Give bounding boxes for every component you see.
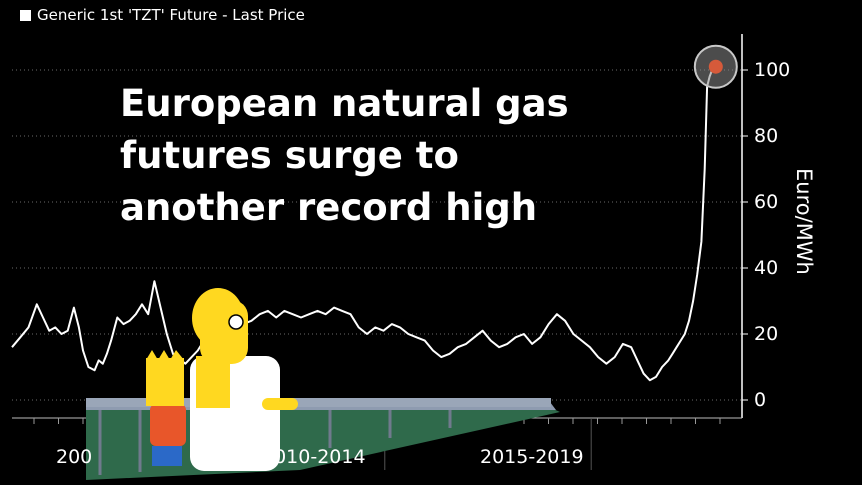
headline-line-1: European natural gas — [120, 82, 569, 125]
headline-line-2: futures surge to — [120, 134, 459, 177]
highlight-dot — [708, 59, 723, 74]
legend-label: Generic 1st 'TZT' Future - Last Price — [37, 6, 305, 24]
record-high-highlight — [693, 44, 738, 89]
homer-figure — [190, 288, 298, 471]
headline-line-3: another record high — [120, 186, 538, 229]
y-tick-label-60: 60 — [754, 191, 779, 213]
x-period-label-2005-2009: 200 — [56, 446, 93, 468]
y-tick-label-100: 100 — [754, 59, 791, 81]
price-series-line — [11, 65, 717, 382]
grid — [12, 69, 748, 401]
y-tick-label-80: 80 — [754, 125, 779, 147]
y-tick-label-40: 40 — [754, 257, 779, 279]
headline: European natural gas futures surge to an… — [120, 78, 590, 234]
homer-and-bart-simpson-cartoon — [86, 288, 560, 480]
x-period-label-2015-2019: 2015-2019 — [480, 446, 584, 468]
y-axis-label: Euro/MWh — [792, 168, 816, 275]
y-tick-label-0: 0 — [754, 389, 767, 411]
chart-legend: Generic 1st 'TZT' Future - Last Price — [20, 6, 305, 24]
x-period-label-2010-2014: 2010-2014 — [262, 446, 366, 468]
railing-top — [86, 398, 551, 407]
legend-swatch-icon — [20, 9, 31, 21]
bart-figure — [146, 350, 186, 466]
y-tick-label-20: 20 — [754, 323, 779, 345]
